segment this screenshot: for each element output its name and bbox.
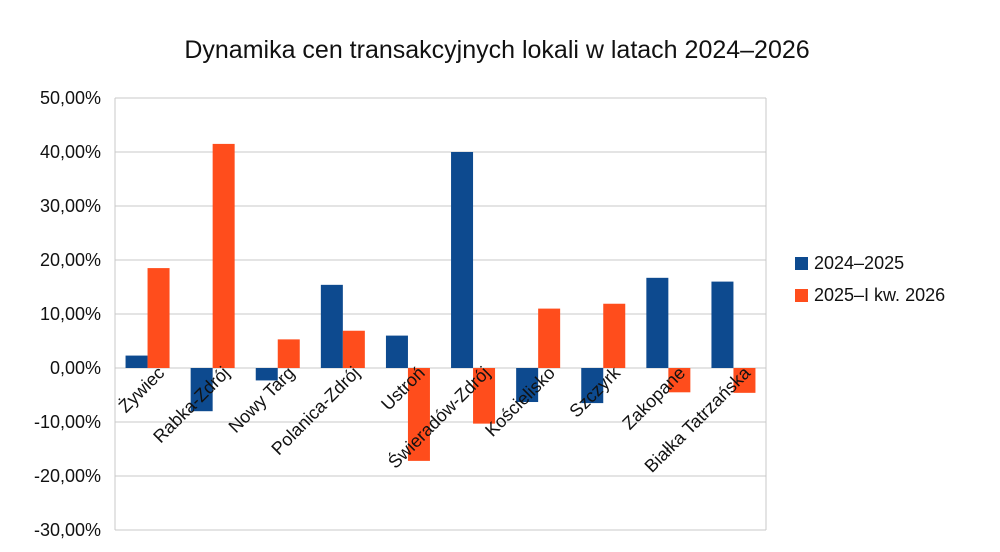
bar-series1: [255, 368, 278, 381]
bar-series1: [320, 284, 343, 368]
bar-series1: [190, 368, 213, 412]
y-axis-tick-labels: 50,00% 40,00% 30,00% 20,00% 10,00% 0,00% -10,0…: [34, 88, 101, 540]
bar-series2: [147, 268, 170, 368]
bar-series1: [646, 277, 669, 368]
bar-series1: [385, 335, 408, 368]
bar-series1: [516, 368, 539, 403]
x-category-label: Żywiec: [115, 363, 169, 417]
bar-series2: [538, 308, 561, 368]
bars: [125, 143, 756, 461]
legend-label: 2025–I kw. 2026: [814, 285, 945, 305]
chart-title: Dynamika cen transakcyjnych lokali w lat…: [184, 36, 809, 64]
legend: 2024–2025 2025–I kw. 2026: [795, 253, 945, 305]
y-tick-label: 10,00%: [40, 304, 101, 324]
bar-series2: [212, 143, 235, 368]
y-tick-label: -20,00%: [34, 466, 101, 486]
bar-series1: [711, 281, 734, 368]
y-tick-label: 40,00%: [40, 142, 101, 162]
bar-series1: [581, 368, 604, 404]
y-tick-label: 0,00%: [50, 358, 101, 378]
legend-swatch: [795, 289, 808, 302]
bar-series2: [733, 368, 756, 393]
bar-series2: [668, 368, 691, 393]
legend-swatch: [795, 257, 808, 270]
x-category-label: Zakopane: [618, 363, 689, 434]
legend-label: 2024–2025: [814, 253, 904, 273]
y-tick-label: 50,00%: [40, 88, 101, 108]
bar-series2: [473, 368, 496, 424]
bar-series1: [451, 152, 474, 368]
bar-series2: [342, 330, 365, 368]
bar-series2: [277, 339, 300, 368]
bar-series1: [125, 355, 148, 368]
y-tick-label: 30,00%: [40, 196, 101, 216]
y-tick-label: 20,00%: [40, 250, 101, 270]
bar-series2: [407, 368, 430, 461]
bar-series2: [603, 303, 626, 368]
y-tick-label: -30,00%: [34, 520, 101, 540]
y-tick-label: -10,00%: [34, 412, 101, 432]
